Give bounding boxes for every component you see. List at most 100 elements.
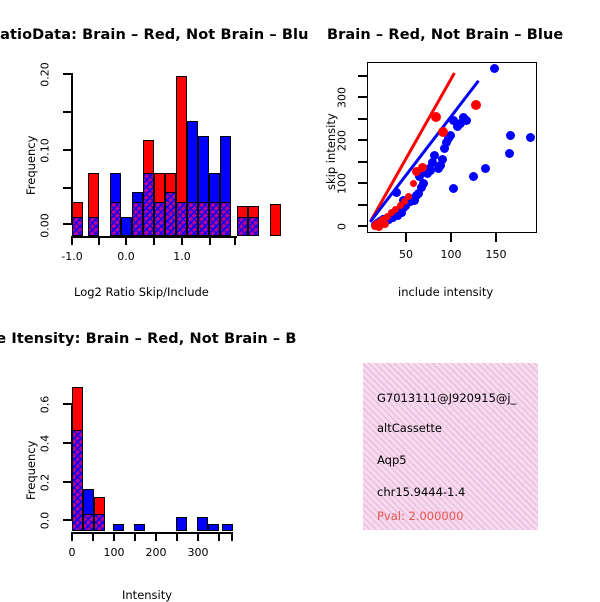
scatter-point-not-brain: [391, 187, 401, 197]
info-gene-name: Aqp5: [377, 453, 407, 467]
scatter-point-not-brain: [480, 163, 490, 173]
scatter-point-not-brain: [435, 160, 445, 170]
info-pval: Pval: 2.000000: [377, 509, 464, 523]
ratio-x-ticklabel-0.0: 0.0: [117, 250, 135, 263]
scatter-point-not-brain: [413, 188, 423, 198]
scatter-point-brain: [383, 212, 391, 220]
scatter-point-not-brain: [437, 154, 447, 164]
intensity-x-tick-0: [71, 532, 74, 541]
intensity-y-ticklabel-0.4: 0.4: [38, 434, 52, 453]
bar-intensity-overlap: [94, 514, 105, 531]
scatter-x-ticklabel-150: 150: [485, 248, 507, 261]
bar-ratio-overlap: [220, 202, 231, 236]
panel-intensity-scatter: Brain – Red, Not Brain – Blue skip inten…: [300, 0, 600, 310]
scatter-y-tick-100: [358, 182, 367, 185]
intensity-x-tick-end: [231, 532, 234, 541]
ratio-y-tick-0.00: [63, 223, 72, 226]
ratio-histogram-ylabel: Frequency: [24, 135, 38, 195]
intensity-histogram-title: ...ne Itensity: Brain – Red, Not Brain –…: [0, 331, 297, 347]
bar-ratio-overlap: [72, 217, 83, 236]
scatter-title: Brain – Red, Not Brain – Blue: [327, 27, 564, 43]
scatter-point-brain: [404, 192, 412, 200]
info-event-type: altCassette: [377, 421, 442, 435]
intensity-x-tick-350: [218, 532, 221, 541]
scatter-fit-line-not-brain: [368, 79, 480, 223]
intensity-y-tick-0.6: [63, 403, 72, 406]
scatter-point-not-brain: [393, 211, 402, 220]
scatter-point-not-brain: [461, 115, 471, 125]
scatter-point-brain: [387, 208, 395, 216]
ratio-y-tick-0.20: [63, 73, 72, 76]
intensity-x-tick-300: [197, 532, 200, 541]
intensity-x-tick-50: [92, 532, 95, 541]
scatter-x-tick-100: [450, 233, 453, 242]
bar-intensity-blue: [208, 524, 219, 531]
bar-ratio-overlap: [209, 202, 220, 236]
scatter-y-tick-350: [358, 75, 367, 78]
scatter-x-ticklabel-50: 50: [399, 248, 413, 261]
scatter-point-brain: [470, 99, 481, 110]
scatter-point-not-brain: [439, 143, 449, 153]
ratio-x-tick-1.5: [209, 236, 212, 245]
ratio-y-ticklabel-0.10: 0.10: [38, 138, 52, 163]
ratio-histogram-xlabel: Log2 Ratio Skip/Include: [74, 285, 209, 299]
info-locus: chr15.9444-1.4: [377, 485, 466, 499]
ratio-y-tick-0.05: [63, 187, 72, 190]
ratio-x-tick-end: [234, 236, 237, 245]
scatter-point-not-brain: [448, 115, 458, 125]
bar-intensity-blue: [222, 524, 233, 531]
ratio-y-ticklabel-0.20: 0.20: [38, 62, 52, 87]
bar-ratio-overlap: [237, 217, 248, 236]
ratio-y-tick-0.15: [63, 111, 72, 114]
scatter-point-brain: [400, 197, 408, 205]
scatter-y-ticklabel-300: 300: [335, 87, 349, 108]
scatter-y-tick-150: [358, 161, 367, 164]
intensity-y-tick-0.2: [63, 481, 72, 484]
scatter-x-tick-50: [405, 233, 408, 242]
ratio-y-tick-0.10: [63, 149, 72, 152]
scatter-xlabel: include intensity: [398, 285, 494, 299]
ratio-x-tick--1.0: [71, 236, 74, 245]
panel-ratio-histogram: ...RatioData: Brain – Red, Not Brain – B…: [0, 0, 308, 310]
bar-ratio-overlap: [88, 217, 99, 236]
bar-intensity-overlap: [83, 514, 94, 531]
bar-ratio-overlap: [198, 202, 209, 236]
scatter-point-not-brain: [445, 130, 455, 140]
bar-ratio-overlap: [176, 202, 187, 236]
intensity-y-tick-0.4: [63, 442, 72, 445]
bar-intensity-blue: [176, 517, 187, 531]
scatter-x-tick-150: [495, 233, 498, 242]
ratio-x-tick-1.0: [181, 236, 184, 245]
intensity-y-tick-0.0: [63, 519, 72, 522]
intensity-x-ticklabel-200: 200: [145, 546, 167, 559]
ratio-x-ticklabel--1.0: -1.0: [61, 250, 83, 263]
intensity-x-tick-250: [176, 532, 179, 541]
intensity-histogram-ylabel: Frequency: [24, 440, 38, 500]
scatter-y-ticklabel-0: 0: [335, 223, 349, 230]
intensity-x-ticklabel-100: 100: [103, 546, 125, 559]
scatter-y-ticklabel-100: 100: [335, 173, 349, 194]
scatter-y-tick-250: [358, 118, 367, 121]
scatter-y-tick-0: [358, 225, 367, 228]
scatter-point-not-brain: [414, 171, 424, 181]
intensity-y-ticklabel-0.0: 0.0: [38, 511, 52, 530]
bar-ratio-overlap: [187, 202, 198, 236]
ratio-x-ticklabel-1.0: 1.0: [173, 250, 191, 263]
scatter-point-brain: [409, 179, 417, 187]
scatter-y-tick-200: [358, 139, 367, 142]
ratio-histogram-y-axis: [71, 73, 74, 225]
bar-ratio-overlap: [110, 202, 121, 236]
scatter-point-not-brain: [504, 148, 514, 158]
scatter-y-ticklabel-200: 200: [335, 130, 349, 151]
scatter-x-ticklabel-100: 100: [440, 248, 462, 261]
scatter-point-not-brain: [418, 178, 428, 188]
bar-ratio-blue: [121, 217, 132, 236]
scatter-y-tick-50: [358, 204, 367, 207]
scatter-point-not-brain: [429, 150, 439, 160]
scatter-point-brain: [430, 111, 441, 122]
scatter-point-not-brain: [505, 130, 515, 140]
scatter-point-brain: [391, 205, 399, 213]
intensity-y-ticklabel-0.6: 0.6: [38, 395, 52, 414]
scatter-point-not-brain: [397, 208, 406, 217]
